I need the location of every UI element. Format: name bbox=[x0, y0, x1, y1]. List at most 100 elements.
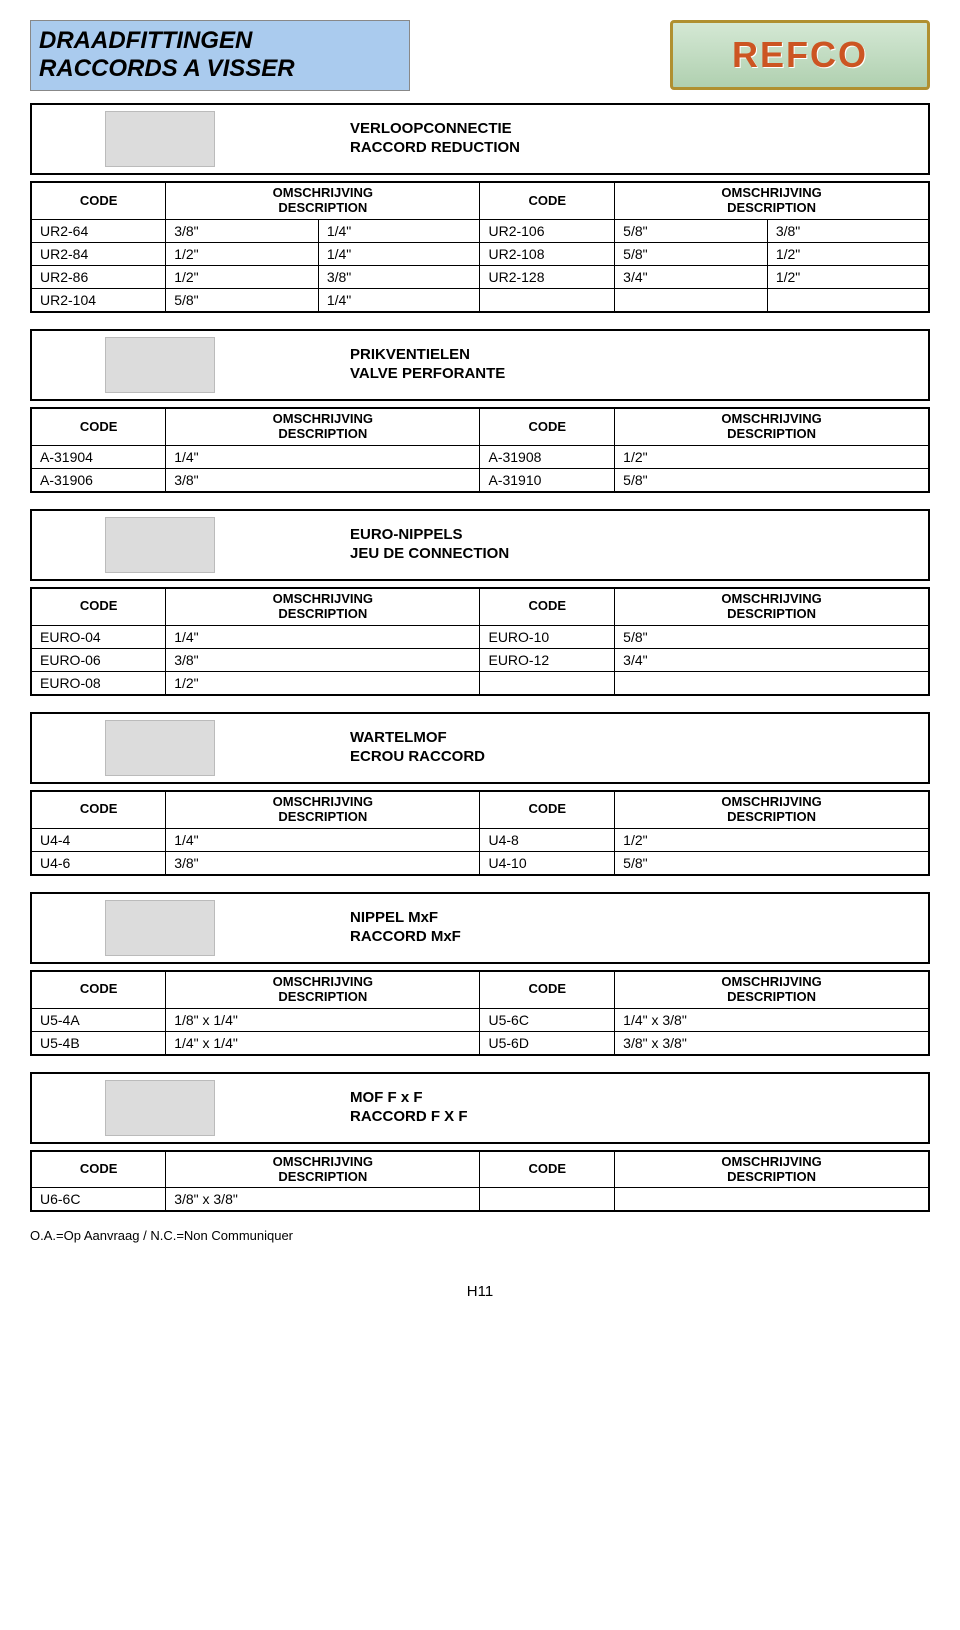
cell-desc-2: 1/2" bbox=[615, 828, 929, 851]
table-header-row: CODEOMSCHRIJVINGDESCRIPTIONCODEOMSCHRIJV… bbox=[31, 1151, 929, 1188]
product-image bbox=[105, 111, 215, 167]
col-desc-1: OMSCHRIJVINGDESCRIPTION bbox=[166, 182, 480, 219]
col-code-1: CODE bbox=[31, 971, 166, 1008]
col-desc-1: OMSCHRIJVINGDESCRIPTION bbox=[166, 588, 480, 625]
section-title: PRIKVENTIELENVALVE PERFORANTE bbox=[280, 346, 920, 384]
cell-code-1: EURO-06 bbox=[31, 648, 166, 671]
table-row: EURO-063/8"EURO-123/4" bbox=[31, 648, 929, 671]
cell-desc-1b: 1/4" bbox=[318, 243, 480, 266]
cell-desc-2: 5/8" bbox=[615, 851, 929, 875]
col-code-2: CODE bbox=[480, 588, 615, 625]
table-row: UR2-1045/8"1/4" bbox=[31, 289, 929, 313]
section-head: VERLOOPCONNECTIERACCORD REDUCTION bbox=[30, 103, 930, 175]
table-row: A-319063/8"A-319105/8" bbox=[31, 468, 929, 492]
product-image bbox=[105, 1080, 215, 1136]
col-code-1: CODE bbox=[31, 791, 166, 828]
cell-desc-2: 1/2" bbox=[615, 445, 929, 468]
cell-desc-2: 3/4" bbox=[615, 648, 929, 671]
cell-code-2: EURO-12 bbox=[480, 648, 615, 671]
col-code-1: CODE bbox=[31, 1151, 166, 1188]
cell-code-1: UR2-104 bbox=[31, 289, 166, 313]
col-desc-1: OMSCHRIJVINGDESCRIPTION bbox=[166, 1151, 480, 1188]
section-title-l2: RACCORD MxF bbox=[350, 928, 920, 947]
col-desc-2: OMSCHRIJVINGDESCRIPTION bbox=[615, 1151, 929, 1188]
data-table: CODEOMSCHRIJVINGDESCRIPTIONCODEOMSCHRIJV… bbox=[30, 181, 930, 313]
col-code-1: CODE bbox=[31, 408, 166, 445]
cell-desc-1b: 1/4" bbox=[318, 220, 480, 243]
section-title-l1: NIPPEL MxF bbox=[350, 909, 920, 928]
cell-desc-1: 3/8" bbox=[166, 468, 480, 492]
cell-code-2: A-31910 bbox=[480, 468, 615, 492]
cell-code-2 bbox=[480, 289, 615, 313]
cell-code-1: U6-6C bbox=[31, 1188, 166, 1212]
product-image bbox=[105, 900, 215, 956]
data-table: CODEOMSCHRIJVINGDESCRIPTIONCODEOMSCHRIJV… bbox=[30, 970, 930, 1056]
cell-desc-2a: 3/4" bbox=[615, 266, 768, 289]
section-title-l1: MOF F x F bbox=[350, 1089, 920, 1108]
cell-desc-2: 5/8" bbox=[615, 625, 929, 648]
data-table: CODEOMSCHRIJVINGDESCRIPTIONCODEOMSCHRIJV… bbox=[30, 407, 930, 493]
page-number: H11 bbox=[30, 1283, 930, 1300]
cell-desc-1: 1/4" bbox=[166, 828, 480, 851]
cell-code-1: U4-4 bbox=[31, 828, 166, 851]
col-code-2: CODE bbox=[480, 971, 615, 1008]
cell-desc-2a bbox=[615, 289, 768, 313]
footer-note: O.A.=Op Aanvraag / N.C.=Non Communiquer bbox=[30, 1228, 930, 1243]
table-header-row: CODEOMSCHRIJVINGDESCRIPTIONCODEOMSCHRIJV… bbox=[31, 791, 929, 828]
title-box: DRAADFITTINGEN RACCORDS A VISSER bbox=[30, 20, 410, 91]
table-header-row: CODEOMSCHRIJVINGDESCRIPTIONCODEOMSCHRIJV… bbox=[31, 408, 929, 445]
cell-code-1: UR2-64 bbox=[31, 220, 166, 243]
cell-desc-2: 1/4" x 3/8" bbox=[615, 1008, 929, 1031]
brand-logo: REFCO bbox=[670, 20, 930, 90]
section-title: NIPPEL MxFRACCORD MxF bbox=[280, 909, 920, 947]
col-desc-2: OMSCHRIJVINGDESCRIPTION bbox=[615, 182, 929, 219]
col-code-2: CODE bbox=[480, 791, 615, 828]
product-image bbox=[105, 337, 215, 393]
section-title-l2: RACCORD F X F bbox=[350, 1108, 920, 1127]
data-table: CODEOMSCHRIJVINGDESCRIPTIONCODEOMSCHRIJV… bbox=[30, 790, 930, 876]
cell-desc-2a: 5/8" bbox=[615, 243, 768, 266]
cell-code-2: U4-10 bbox=[480, 851, 615, 875]
cell-desc-1b: 3/8" bbox=[318, 266, 480, 289]
section-title: WARTELMOFECROU RACCORD bbox=[280, 729, 920, 767]
cell-desc-1: 3/8" bbox=[166, 648, 480, 671]
col-code-2: CODE bbox=[480, 1151, 615, 1188]
cell-code-1: A-31906 bbox=[31, 468, 166, 492]
cell-code-2: U4-8 bbox=[480, 828, 615, 851]
product-image bbox=[105, 517, 215, 573]
cell-desc-2b bbox=[767, 289, 929, 313]
cell-desc-2b: 1/2" bbox=[767, 243, 929, 266]
col-desc-1: OMSCHRIJVINGDESCRIPTION bbox=[166, 408, 480, 445]
section-title-l1: PRIKVENTIELEN bbox=[350, 346, 920, 365]
section: WARTELMOFECROU RACCORD CODEOMSCHRIJVINGDE… bbox=[30, 712, 930, 876]
cell-desc-1a: 3/8" bbox=[166, 220, 319, 243]
cell-desc-1: 1/2" bbox=[166, 671, 480, 695]
cell-desc-1: 3/8" bbox=[166, 851, 480, 875]
section-title-l2: ECROU RACCORD bbox=[350, 748, 920, 767]
col-desc-1: OMSCHRIJVINGDESCRIPTION bbox=[166, 791, 480, 828]
section: MOF F x FRACCORD F X FCODEOMSCHRIJVINGDE… bbox=[30, 1072, 930, 1213]
cell-desc-1: 1/8" x 1/4" bbox=[166, 1008, 480, 1031]
table-row: A-319041/4"A-319081/2" bbox=[31, 445, 929, 468]
cell-desc-1: 1/4" x 1/4" bbox=[166, 1031, 480, 1055]
cell-desc-1a: 1/2" bbox=[166, 243, 319, 266]
table-row: EURO-041/4"EURO-105/8" bbox=[31, 625, 929, 648]
cell-desc-1: 3/8" x 3/8" bbox=[166, 1188, 480, 1212]
section-title-l2: RACCORD REDUCTION bbox=[350, 139, 920, 158]
cell-code-1: U5-4A bbox=[31, 1008, 166, 1031]
cell-desc-1: 1/4" bbox=[166, 445, 480, 468]
table-row: U6-6C3/8" x 3/8" bbox=[31, 1188, 929, 1212]
table-row: EURO-081/2" bbox=[31, 671, 929, 695]
cell-code-2 bbox=[480, 1188, 615, 1212]
page-header: DRAADFITTINGEN RACCORDS A VISSER REFCO bbox=[30, 20, 930, 91]
cell-desc-2a: 5/8" bbox=[615, 220, 768, 243]
table-row: U5-4B1/4" x 1/4"U5-6D3/8" x 3/8" bbox=[31, 1031, 929, 1055]
section-title: VERLOOPCONNECTIERACCORD REDUCTION bbox=[280, 120, 920, 158]
col-desc-2: OMSCHRIJVINGDESCRIPTION bbox=[615, 971, 929, 1008]
table-row: U5-4A1/8" x 1/4"U5-6C1/4" x 3/8" bbox=[31, 1008, 929, 1031]
section-title-l2: VALVE PERFORANTE bbox=[350, 365, 920, 384]
section: NIPPEL MxFRACCORD MxFCODEOMSCHRIJVINGDES… bbox=[30, 892, 930, 1056]
col-code-2: CODE bbox=[480, 408, 615, 445]
table-row: UR2-861/2"3/8"UR2-1283/4"1/2" bbox=[31, 266, 929, 289]
title-line-2: RACCORDS A VISSER bbox=[39, 55, 397, 83]
